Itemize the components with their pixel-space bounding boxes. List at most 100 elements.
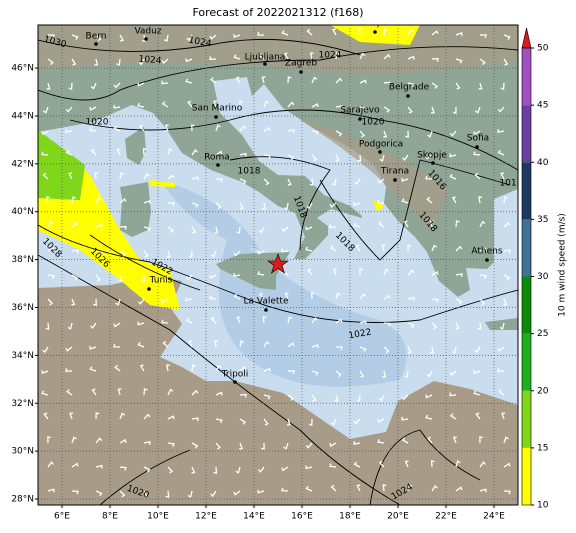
wind-barb [311, 344, 319, 349]
y-tick-label: 46°N [11, 64, 34, 74]
city-dot [264, 308, 268, 312]
wind-barb [283, 52, 289, 60]
colorbar-segment [522, 105, 531, 163]
wind-barb [503, 490, 511, 495]
wind-barb [71, 490, 79, 495]
wind-barb [47, 220, 54, 228]
wind-barb [287, 154, 295, 161]
wind-barb [161, 298, 169, 304]
city-label: Belgrade [389, 83, 430, 93]
wind-barb [431, 57, 439, 62]
wind-barb [377, 200, 385, 204]
wind-barb [167, 174, 175, 180]
wind-barb [143, 413, 151, 420]
y-tick-label: 38°N [11, 255, 34, 265]
wind-barb [263, 154, 271, 159]
wind-barb [503, 298, 508, 306]
wind-barb [116, 148, 121, 156]
city-label: San Marino [192, 104, 243, 114]
wind-barb [186, 34, 193, 42]
wind-barb [356, 484, 361, 492]
wind-barb [117, 388, 122, 396]
wind-barb [185, 58, 193, 63]
colorbar-tick-label: 50 [537, 44, 549, 54]
wind-barb [383, 106, 391, 113]
wind-barb [335, 130, 343, 137]
wind-barb [210, 250, 217, 258]
city-label: Skopje [417, 151, 447, 161]
wind-barb [90, 82, 97, 90]
wind-barb [262, 202, 266, 210]
x-tick-label: 16°E [291, 512, 313, 522]
wind-barb [71, 298, 76, 306]
wind-barb [359, 268, 364, 275]
city-dot [233, 380, 237, 384]
wind-barb [66, 389, 73, 396]
wind-barb [263, 100, 269, 108]
x-tick-label: 8°E [102, 512, 118, 522]
wind-barb [119, 198, 127, 204]
wind-barb [500, 172, 505, 180]
land-crete [485, 318, 518, 330]
wind-barb [359, 79, 367, 84]
wind-barb [161, 58, 169, 65]
wind-barb [503, 249, 511, 254]
wind-barb [330, 418, 337, 426]
wind-barb [71, 58, 77, 66]
wind-barb [115, 298, 121, 306]
wind-barb [378, 221, 385, 228]
wind-barb [263, 126, 271, 132]
wind-barb [382, 484, 387, 492]
wind-barb [335, 318, 343, 324]
wind-barb [71, 196, 76, 204]
wind-barb [89, 366, 97, 372]
y-tick-label: 36°N [11, 303, 34, 313]
colorbar-extend [521, 27, 532, 49]
wind-barb [475, 412, 481, 420]
wind-barb [407, 82, 415, 88]
colorbar-label: 10 m wind speed (m/s) [558, 213, 568, 317]
wind-barb [185, 297, 193, 302]
wind-barb [455, 460, 461, 468]
wind-barb [47, 58, 54, 66]
wind-barb [239, 125, 247, 132]
wind-barb [281, 248, 289, 253]
wind-barb [281, 487, 289, 492]
city-dot [214, 115, 218, 119]
wind-barb [43, 106, 49, 114]
wind-barb [497, 129, 505, 134]
wind-barb [497, 106, 505, 113]
x-tick-label: 12°E [195, 512, 217, 522]
wind-barb [94, 172, 99, 180]
wind-barb [167, 148, 173, 156]
colorbar-tick-label: 15 [537, 443, 548, 453]
wind-barb [431, 484, 438, 492]
wind-barb [41, 370, 49, 375]
wind-barb [498, 389, 505, 396]
wind-barb [474, 172, 481, 180]
wind-barb [239, 100, 244, 108]
wind-barb [191, 364, 196, 372]
wind-barb [47, 298, 54, 306]
wind-barb [65, 346, 73, 352]
wind-barb [480, 34, 487, 39]
wind-barb [353, 222, 361, 228]
wind-barb [215, 442, 221, 450]
city-label: La Valette [244, 297, 289, 307]
wind-barb [404, 370, 409, 378]
wind-barb [46, 196, 50, 204]
colorbar-segment [522, 276, 531, 334]
wind-barb [479, 436, 483, 444]
wind-barb [503, 196, 508, 204]
wind-barb [383, 53, 391, 60]
wind-barb [213, 466, 218, 474]
wind-barb [142, 34, 146, 42]
wind-barb [473, 390, 481, 396]
wind-barb [286, 418, 291, 426]
wind-barb [118, 274, 123, 282]
wind-barb [335, 292, 341, 300]
isobar-label: 1020 [362, 118, 385, 128]
wind-barb [378, 460, 385, 468]
wind-barb [455, 32, 463, 37]
